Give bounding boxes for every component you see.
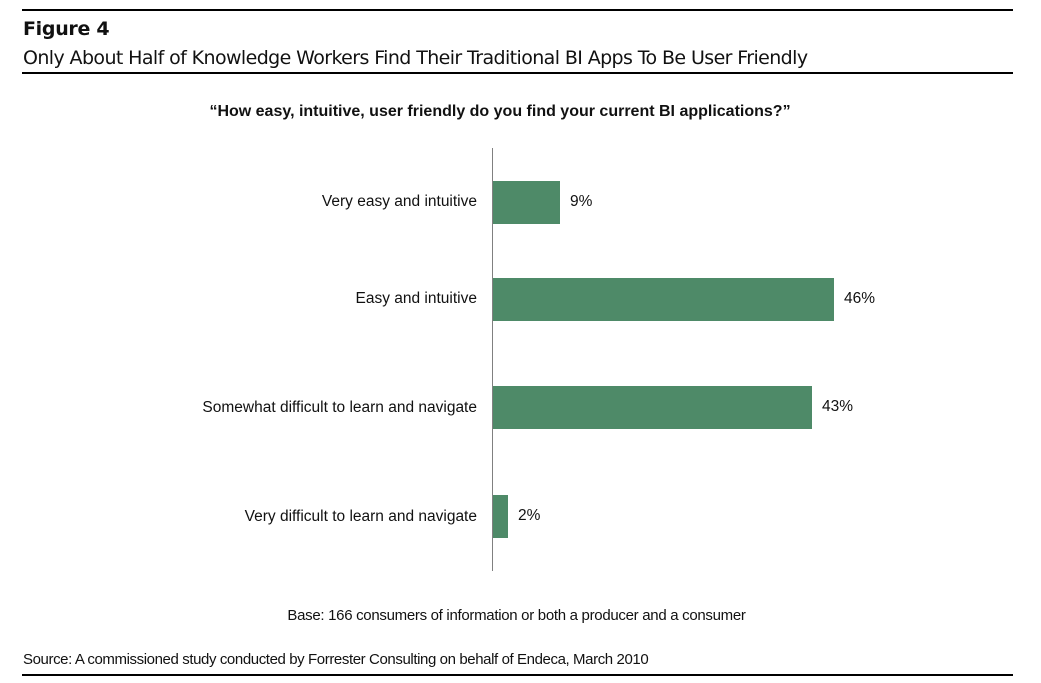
category-label: Very easy and intuitive [321,193,477,210]
category-label: Easy and intuitive [355,290,478,307]
value-label: 43% [822,398,854,415]
bar [493,386,812,429]
top-rule [22,9,1013,11]
category-label: Somewhat difficult to learn and navigate [202,399,477,416]
source-note: Source: A commissioned study conducted b… [23,651,649,668]
value-label: 46% [844,290,876,307]
category-label: Very difficult to learn and navigate [244,508,477,525]
bar [493,495,508,538]
figure-title: Only About Half of Knowledge Workers Fin… [23,47,808,69]
chart-title: “How easy, intuitive, user friendly do y… [209,103,791,120]
category-axis [492,148,493,571]
bar [493,181,560,224]
value-label: 9% [570,193,593,210]
bottom-rule [22,674,1013,676]
base-note: Base: 166 consumers of information or bo… [287,607,746,624]
bar [493,278,834,321]
value-label: 2% [518,507,541,524]
figure-label: Figure 4 [23,18,110,40]
title-rule [22,72,1013,74]
